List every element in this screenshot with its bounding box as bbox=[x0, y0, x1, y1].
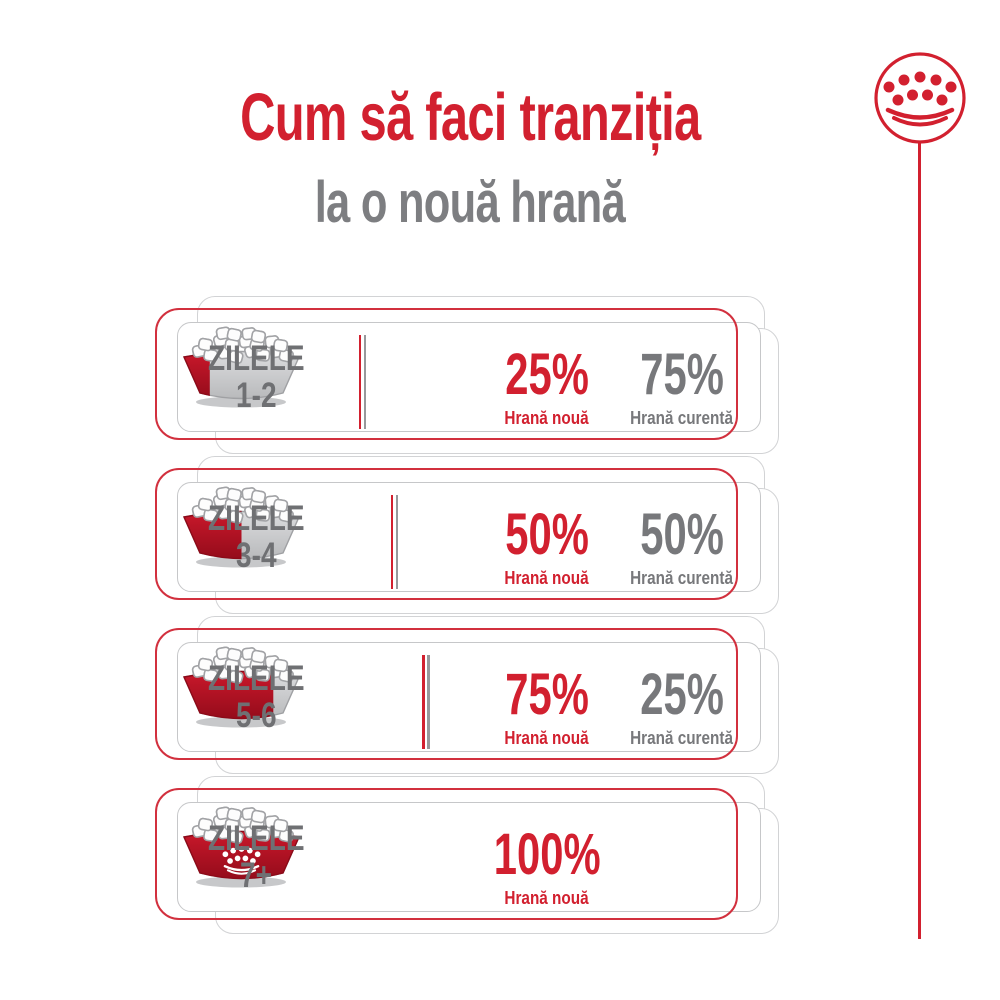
transition-row: ZILELE 7+ bbox=[155, 776, 779, 934]
portion-divider bbox=[390, 495, 398, 589]
royal-canin-crown-icon bbox=[874, 52, 966, 144]
current-food-stat: 25% Hrană curentă bbox=[602, 643, 762, 761]
food-bowl-icon bbox=[183, 485, 300, 568]
new-food-percent: 100% bbox=[493, 822, 601, 887]
new-food-label: Hrană nouă bbox=[504, 888, 590, 908]
current-food-stat: 50% Hrană curentă bbox=[602, 483, 762, 601]
new-food-stat: 75% Hrană nouă bbox=[471, 643, 623, 761]
current-food-percent: 50% bbox=[640, 502, 724, 567]
new-food-label: Hrană nouă bbox=[504, 568, 590, 588]
portion-divider bbox=[358, 335, 367, 429]
new-food-stat: 25% Hrană nouă bbox=[471, 323, 623, 441]
page-subtitle: la o nouă hrană bbox=[0, 172, 940, 234]
current-food-label: Hrană curentă bbox=[630, 728, 734, 748]
period-value: 5-6 bbox=[235, 696, 277, 735]
new-food-percent: 75% bbox=[505, 662, 589, 727]
period-cell: ZILELE 7+ bbox=[186, 803, 326, 911]
period-cell: ZILELE 1-2 bbox=[186, 323, 326, 431]
food-bowl-icon bbox=[183, 325, 300, 408]
period-label: ZILELE bbox=[207, 819, 305, 858]
period-label: ZILELE bbox=[207, 659, 305, 698]
current-food-percent: 75% bbox=[640, 342, 724, 407]
new-food-percent: 50% bbox=[505, 502, 589, 567]
page-subtitle-text: la o nouă hrană bbox=[314, 170, 626, 235]
current-food-percent: 25% bbox=[640, 662, 724, 727]
transition-card: ZILELE 7+ bbox=[177, 802, 761, 912]
period-value: 3-4 bbox=[235, 536, 277, 575]
current-food-label: Hrană curentă bbox=[630, 408, 734, 428]
period-label: ZILELE bbox=[207, 339, 305, 378]
food-bowl-icon bbox=[183, 805, 300, 888]
transition-row: ZILELE 1-2 bbox=[155, 296, 779, 454]
food-bowl-icon bbox=[183, 645, 300, 728]
current-food-stat: 75% Hrană curentă bbox=[602, 323, 762, 441]
new-food-label: Hrană nouă bbox=[504, 728, 590, 748]
transition-row: ZILELE 3-4 bbox=[155, 456, 779, 614]
period-cell: ZILELE 3-4 bbox=[186, 483, 326, 591]
new-food-stat: 50% Hrană nouă bbox=[471, 483, 623, 601]
vertical-accent-line bbox=[918, 143, 921, 939]
period-value: 1-2 bbox=[235, 376, 277, 415]
new-food-percent: 25% bbox=[505, 342, 589, 407]
new-food-label: Hrană nouă bbox=[504, 408, 590, 428]
period-value: 7+ bbox=[240, 856, 272, 895]
current-food-label: Hrană curentă bbox=[630, 568, 734, 588]
portion-divider bbox=[422, 655, 430, 749]
transition-row: ZILELE 5-6 bbox=[155, 616, 779, 774]
new-food-stat: 100% Hrană nouă bbox=[471, 803, 623, 921]
transition-card: ZILELE 1-2 bbox=[177, 322, 761, 432]
transition-card: ZILELE 3-4 bbox=[177, 482, 761, 592]
period-label: ZILELE bbox=[207, 499, 305, 538]
period-cell: ZILELE 5-6 bbox=[186, 643, 326, 751]
page-title-text: Cum să faci tranziția bbox=[239, 80, 701, 155]
transition-card: ZILELE 5-6 bbox=[177, 642, 761, 752]
page-title: Cum să faci tranziția bbox=[0, 84, 940, 152]
